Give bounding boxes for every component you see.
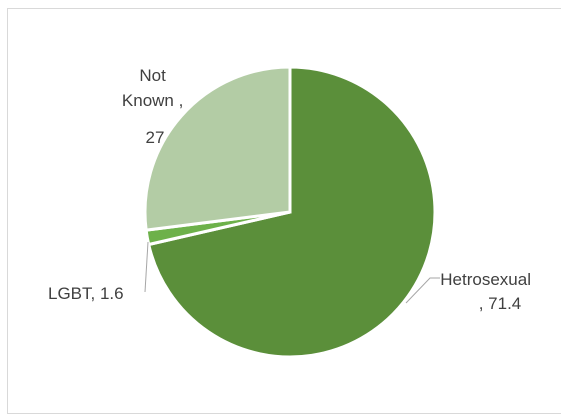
data-label-not-known-line3: 27 <box>146 128 165 147</box>
leader-line-lgbt <box>144 241 149 293</box>
pie-slice-hetrosexual <box>146 65 437 359</box>
data-label-hetrosexual: Hetrosexual , 71.4 <box>440 270 535 313</box>
data-label-hetrosexual-line2: , 71.4 <box>479 294 522 313</box>
data-label-not-known-line1: Not <box>139 66 166 85</box>
data-label-lgbt: LGBT, 1.6 <box>48 284 124 303</box>
pie-slices <box>143 65 437 359</box>
data-label-not-known: Not Known , 27 <box>122 66 188 147</box>
leader-line-hetrosexual <box>405 277 440 304</box>
data-label-not-known-line2: Known , <box>122 91 183 110</box>
pie-slice-not-known <box>143 65 292 232</box>
data-labels: Hetrosexual , 71.4 LGBT, 1.6 Not Known ,… <box>48 66 535 313</box>
leader-lines <box>144 241 440 304</box>
data-label-hetrosexual-line1: Hetrosexual <box>440 270 531 289</box>
